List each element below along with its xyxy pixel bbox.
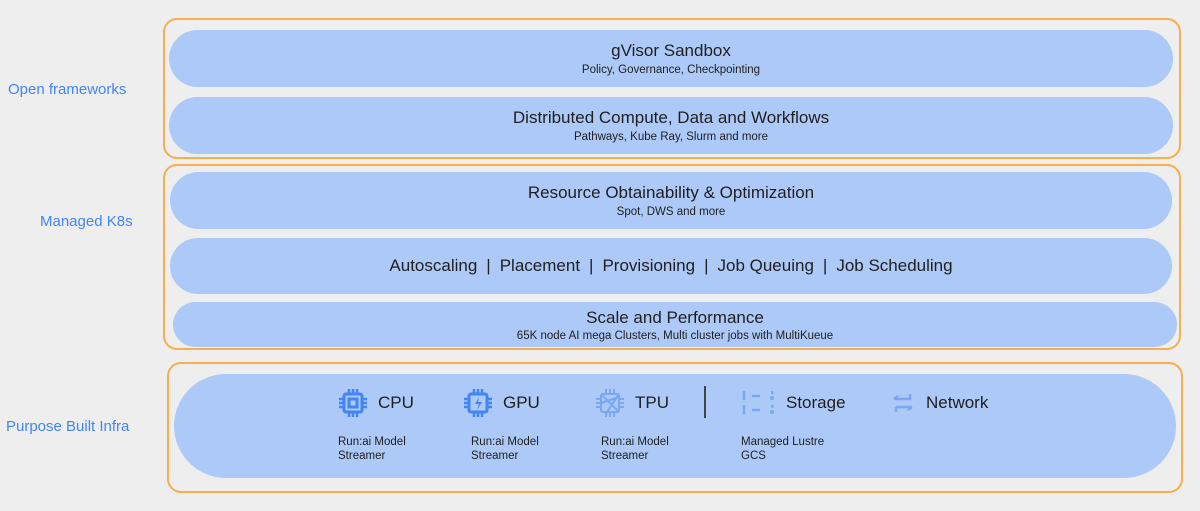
distributed-compute-block: Distributed Compute, Data and Workflows … [169, 97, 1173, 154]
separator: | [589, 256, 594, 275]
detail-line: GCS [741, 450, 766, 462]
block-subtitle: Policy, Governance, Checkpointing [581, 64, 761, 76]
layer-label-managed-k8s: Managed K8s [40, 213, 133, 230]
storage-details: Managed Lustre GCS [741, 435, 824, 463]
resource-obtainability-block: Resource Obtainability & Optimization Sp… [170, 172, 1172, 229]
feature-job-queuing: Job Queuing [717, 256, 814, 275]
detail-line: Run:ai Model [601, 436, 669, 448]
storage-icon [742, 391, 774, 414]
gvisor-sandbox-block: gVisor Sandbox Policy, Governance, Check… [169, 30, 1173, 87]
tpu-icon [596, 389, 624, 417]
open-frameworks-group [163, 18, 1181, 159]
cpu-details: Run:ai Model Streamer [338, 435, 406, 463]
separator: | [822, 256, 828, 275]
divider [704, 386, 706, 418]
scheduling-features-block: Autoscaling | Placement | Provisioning |… [170, 238, 1172, 294]
feature-placement: Placement [499, 256, 581, 275]
block-subtitle: Spot, DWS and more [616, 206, 726, 218]
block-title: Resource Obtainability & Optimization [527, 183, 815, 202]
detail-line: Run:ai Model [471, 436, 539, 448]
detail-line: Run:ai Model [338, 436, 406, 448]
block-title: gVisor Sandbox [611, 41, 731, 60]
detail-line: Streamer [338, 450, 386, 462]
block-subtitle: 65K node AI mega Clusters, Multi cluster… [516, 329, 834, 342]
separator: | [486, 256, 491, 275]
layer-label-open-frameworks: Open frameworks [8, 81, 127, 98]
separator: | [704, 256, 709, 275]
infra-item-label: GPU [503, 393, 540, 412]
infra-item-storage: Storage [742, 388, 846, 418]
tpu-details: Run:ai Model Streamer [601, 435, 669, 463]
infra-item-tpu: TPU [595, 388, 669, 418]
scale-performance-block: Scale and Performance 65K node AI mega C… [173, 302, 1177, 347]
infra-item-label: CPU [378, 393, 414, 412]
infra-block [174, 374, 1176, 478]
infra-item-cpu: CPU [338, 388, 414, 418]
block-title: Scale and Performance [586, 307, 764, 327]
purpose-built-infra-group [167, 362, 1183, 493]
feature-autoscaling: Autoscaling [389, 256, 478, 275]
infra-item-network: Network [890, 388, 988, 418]
feature-job-scheduling: Job Scheduling [836, 256, 953, 275]
feature-provisioning: Provisioning [602, 256, 696, 275]
gpu-details: Run:ai Model Streamer [471, 435, 539, 463]
managed-k8s-group [163, 164, 1181, 350]
layer-label-purpose-built-infra: Purpose Built Infra [6, 418, 130, 435]
cpu-icon [339, 389, 367, 417]
block-subtitle: Pathways, Kube Ray, Slurm and more [573, 131, 769, 143]
detail-line: Streamer [601, 450, 649, 462]
block-title: Distributed Compute, Data and Workflows [512, 108, 830, 127]
infra-item-label: Network [926, 393, 989, 412]
infra-item-label: Storage [786, 393, 846, 412]
detail-line: Managed Lustre [741, 436, 825, 448]
network-icon [893, 394, 913, 412]
detail-line: Streamer [471, 450, 519, 462]
infra-item-gpu: GPU [463, 388, 540, 418]
infra-item-label: TPU [635, 393, 669, 412]
gpu-icon [464, 389, 492, 417]
